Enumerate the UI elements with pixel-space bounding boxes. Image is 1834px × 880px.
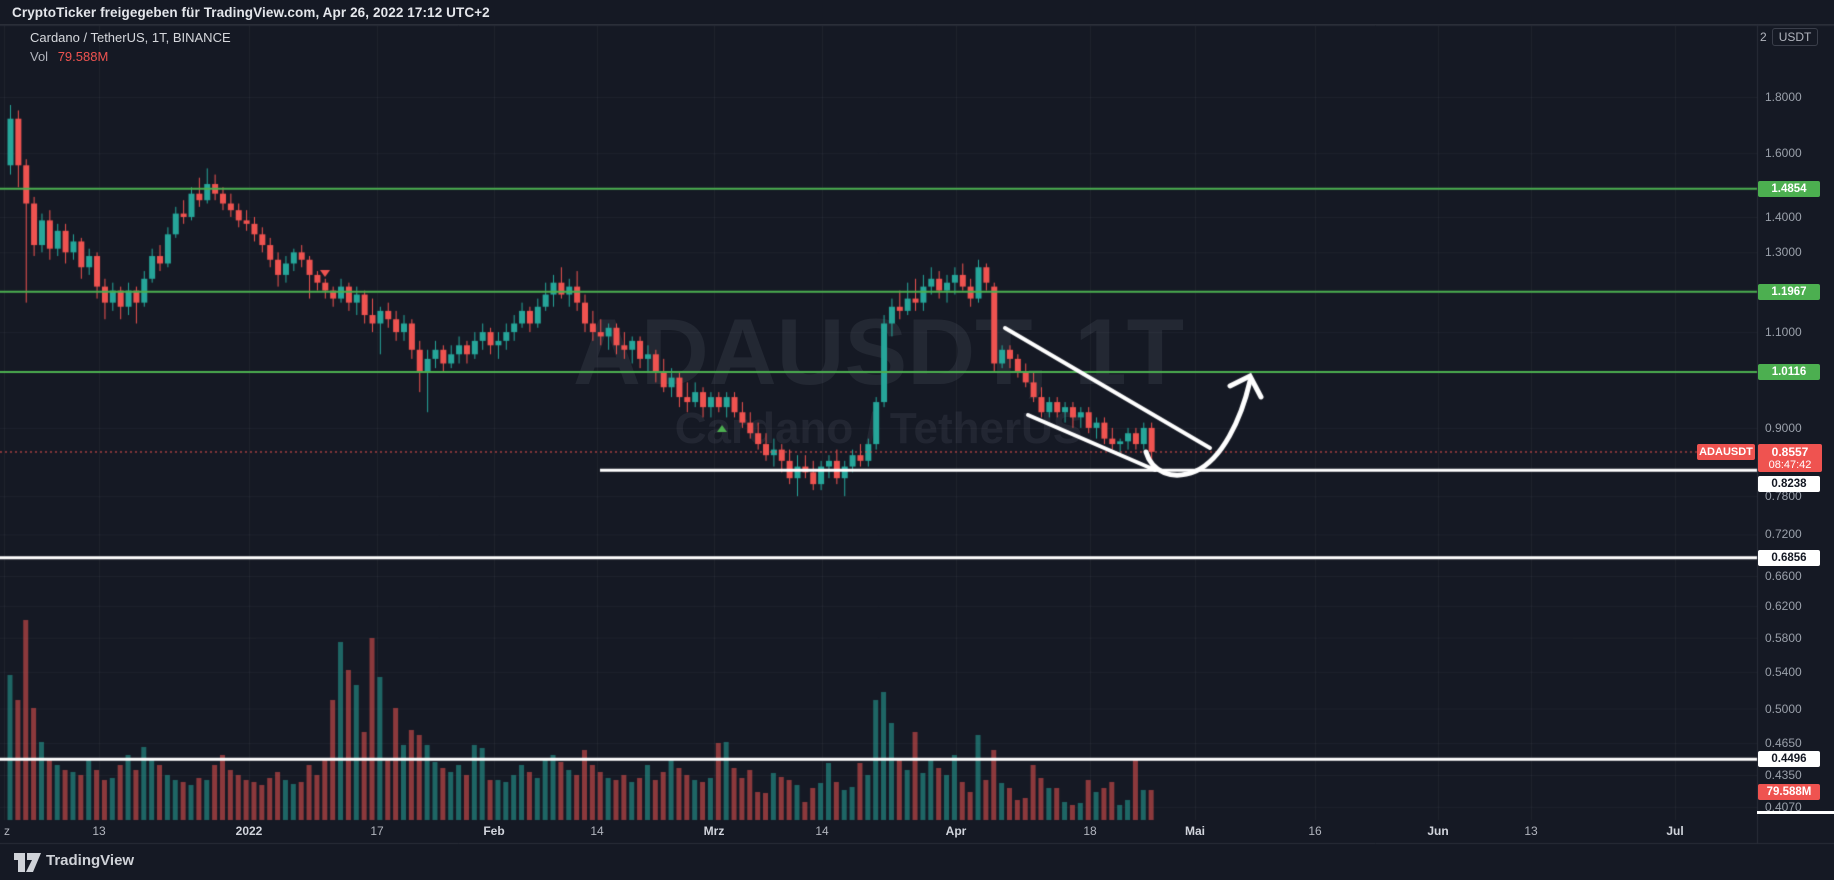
axis-low-marker-line (1757, 811, 1834, 814)
tradingview-logo-icon[interactable] (14, 853, 41, 872)
time-tick-label: z (4, 824, 10, 838)
price-level-badge: 0.4496 (1758, 751, 1820, 768)
time-tick-label: Jun (1427, 824, 1449, 838)
currency-usdt-button[interactable]: USDT (1771, 28, 1819, 46)
price-scale-index: 2 (1760, 30, 1767, 44)
price-level-badge: 1.1967 (1758, 283, 1820, 300)
price-level-badge: 0.6856 (1758, 549, 1820, 566)
price-tick-label: 1.1000 (1765, 325, 1802, 340)
price-tick-label: 0.4350 (1765, 767, 1802, 782)
time-tick-label: 18 (1083, 824, 1097, 838)
bar-countdown: 08:47:42 (1768, 459, 1812, 471)
chart-legend[interactable]: Cardano / TetherUS, 1T, BINANCE Vol 79.5… (30, 30, 231, 64)
price-tick-label: 1.3000 (1765, 245, 1802, 260)
current-price-badge: 0.8557 08:47:42 (1758, 444, 1822, 472)
price-tick-label: 0.4650 (1765, 736, 1802, 751)
price-tick-label: 0.5400 (1765, 664, 1802, 679)
time-tick-label: 16 (1308, 824, 1322, 838)
time-tick-label: Mai (1184, 824, 1206, 838)
price-level-badge: 1.0116 (1758, 364, 1820, 381)
price-scale-currency-toggle[interactable]: 2 USDT (1760, 28, 1819, 46)
legend-symbol-title[interactable]: Cardano / TetherUS, 1T, BINANCE (30, 30, 231, 45)
price-tick-label: 0.9000 (1765, 420, 1802, 435)
price-line-symbol-label: ADAUSDT (1697, 444, 1755, 460)
volume-label: Vol (30, 49, 49, 64)
price-tick-label: 1.8000 (1765, 89, 1802, 104)
time-tick-label: Mrz (703, 824, 725, 838)
time-tick-label: 14 (590, 824, 604, 838)
time-tick-label: 13 (92, 824, 106, 838)
volume-axis-badge: 79.588M (1758, 784, 1820, 800)
price-level-badge: 0.8238 (1758, 476, 1820, 492)
price-tick-label: 0.5000 (1765, 701, 1802, 716)
time-tick-label: Jul (1666, 824, 1684, 838)
time-tick-label: 17 (370, 824, 384, 838)
price-tick-label: 0.6600 (1765, 568, 1802, 583)
footer-bar: TradingView (0, 844, 1834, 880)
price-tick-label: 0.7800 (1765, 489, 1802, 504)
price-tick-label: 0.4070 (1765, 799, 1802, 814)
price-tick-label: 1.4000 (1765, 209, 1802, 224)
current-price-value: 0.8557 (1771, 445, 1809, 459)
price-tick-label: 0.5800 (1765, 630, 1802, 645)
time-tick-label: 14 (815, 824, 829, 838)
price-level-badge: 1.4854 (1758, 180, 1820, 197)
time-tick-label: Apr (945, 824, 967, 838)
time-tick-label: 2022 (235, 824, 263, 838)
volume-value: 79.588M (57, 49, 109, 64)
price-tick-label: 0.7200 (1765, 527, 1802, 542)
price-tick-label: 0.6200 (1765, 598, 1802, 613)
time-tick-label: Feb (483, 824, 505, 838)
time-tick-label: 13 (1524, 824, 1538, 838)
price-tick-label: 1.6000 (1765, 146, 1802, 161)
tradingview-brand-text[interactable]: TradingView (46, 852, 135, 869)
legend-volume-row[interactable]: Vol 79.588M (30, 49, 231, 64)
